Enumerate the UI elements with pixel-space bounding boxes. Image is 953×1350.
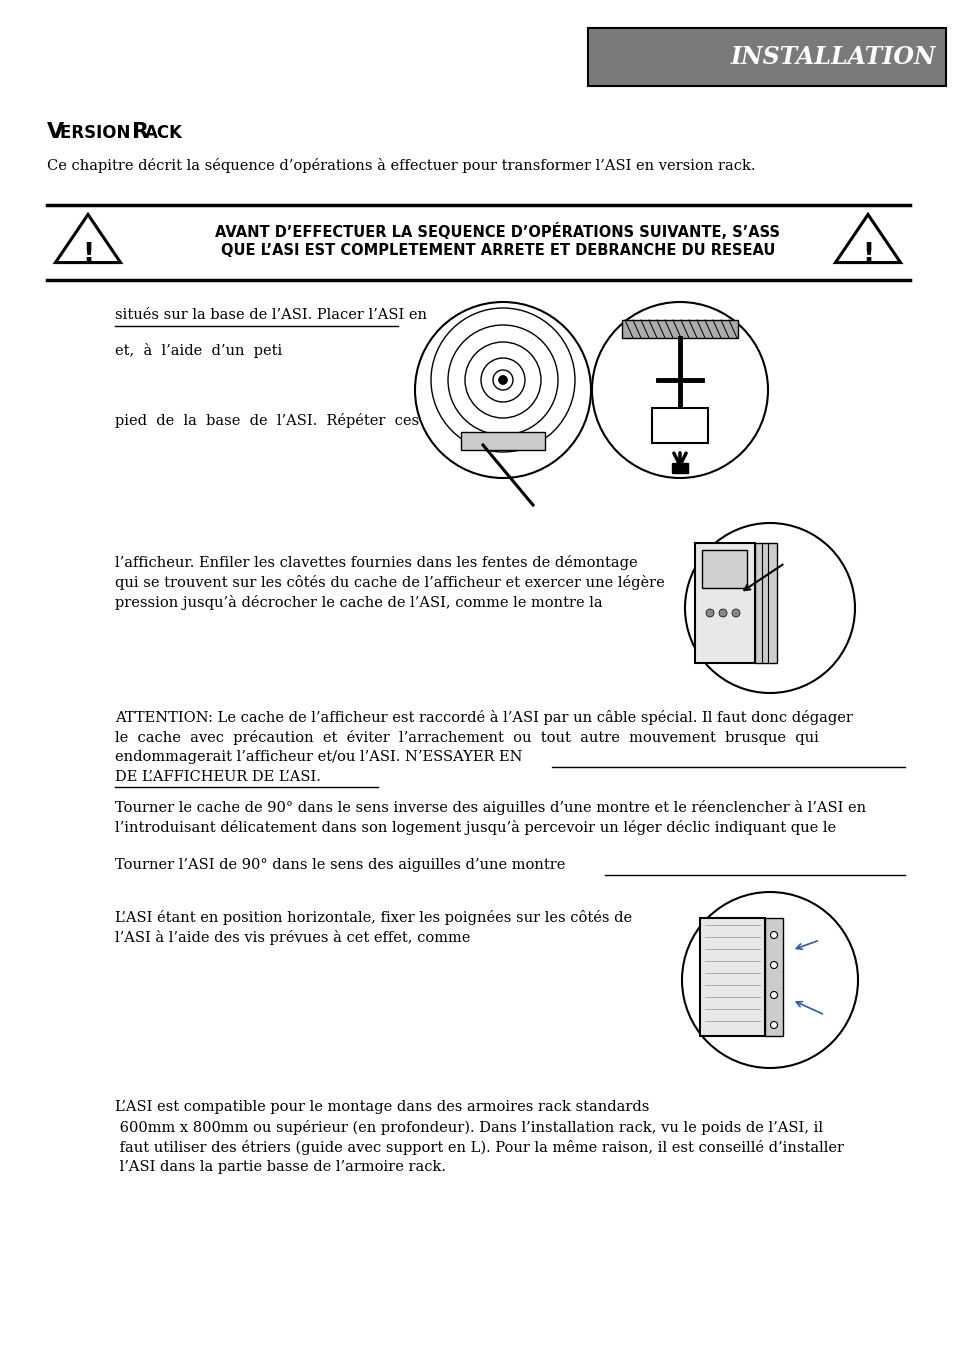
- Text: pied  de  la  base  de  l’ASI.  Répéter  ces: pied de la base de l’ASI. Répéter ces: [115, 413, 418, 428]
- Text: ERSION: ERSION: [60, 124, 136, 142]
- Circle shape: [770, 991, 777, 999]
- Bar: [754, 543, 776, 663]
- Text: V: V: [47, 122, 64, 142]
- Bar: [587, 28, 945, 86]
- Circle shape: [731, 609, 740, 617]
- Text: Tourner l’ASI de 90° dans le sens des aiguilles d’une montre: Tourner l’ASI de 90° dans le sens des ai…: [115, 859, 565, 872]
- Text: L’ASI étant en position horizontale, fixer les poignées sur les côtés de: L’ASI étant en position horizontale, fix…: [115, 910, 632, 925]
- Circle shape: [705, 609, 713, 617]
- Circle shape: [681, 892, 857, 1068]
- Text: DE L’AFFICHEUR DE L’ASI.: DE L’AFFICHEUR DE L’ASI.: [115, 769, 320, 784]
- Circle shape: [592, 302, 767, 478]
- Text: l’ASI à l’aide des vis prévues à cet effet, comme: l’ASI à l’aide des vis prévues à cet eff…: [115, 930, 470, 945]
- Circle shape: [684, 522, 854, 693]
- Bar: [701, 549, 746, 589]
- Circle shape: [498, 377, 506, 383]
- Text: situés sur la base de l’ASI. Placer l’ASI en: situés sur la base de l’ASI. Placer l’AS…: [115, 308, 427, 323]
- Bar: [621, 320, 738, 338]
- Circle shape: [415, 302, 590, 478]
- Text: Ce chapitre décrit la séquence d’opérations à effectuer pour transformer l’ASI e: Ce chapitre décrit la séquence d’opérati…: [47, 158, 755, 173]
- Text: L’ASI est compatible pour le montage dans des armoires rack standards: L’ASI est compatible pour le montage dan…: [115, 1100, 649, 1114]
- Bar: [700, 918, 764, 1035]
- Text: l’ASI dans la partie basse de l’armoire rack.: l’ASI dans la partie basse de l’armoire …: [115, 1160, 446, 1174]
- Text: INSTALLATION: INSTALLATION: [730, 45, 935, 69]
- Text: faut utiliser des étriers (guide avec support en L). Pour la même raison, il est: faut utiliser des étriers (guide avec su…: [115, 1139, 843, 1156]
- Text: QUE L’ASI EST COMPLETEMENT ARRETE ET DEBRANCHE DU RESEAU: QUE L’ASI EST COMPLETEMENT ARRETE ET DEB…: [220, 243, 775, 258]
- Text: !: !: [82, 243, 94, 269]
- Polygon shape: [835, 215, 900, 262]
- Text: qui se trouvent sur les côtés du cache de l’afficheur et exercer une légère: qui se trouvent sur les côtés du cache d…: [115, 575, 664, 590]
- Text: ACK: ACK: [145, 124, 183, 142]
- Bar: [764, 918, 782, 1035]
- Polygon shape: [55, 215, 120, 262]
- Text: l’introduisant délicatement dans son logement jusqu’à percevoir un léger déclic : l’introduisant délicatement dans son log…: [115, 819, 835, 836]
- Bar: [671, 463, 687, 472]
- Text: l’afficheur. Enfiler les clavettes fournies dans les fentes de démontage: l’afficheur. Enfiler les clavettes fourn…: [115, 555, 637, 570]
- Bar: [460, 432, 544, 450]
- Text: et,  à  l’aide  d’un  peti: et, à l’aide d’un peti: [115, 343, 282, 358]
- Text: ATTENTION: Le cache de l’afficheur est raccordé à l’ASI par un câble spécial. Il: ATTENTION: Le cache de l’afficheur est r…: [115, 710, 852, 725]
- Text: R: R: [132, 122, 149, 142]
- Circle shape: [770, 1022, 777, 1029]
- Text: endommagerait l’afficheur et/ou l’ASI. N’ESSAYER EN: endommagerait l’afficheur et/ou l’ASI. N…: [115, 751, 522, 764]
- Text: Tourner le cache de 90° dans le sens inverse des aiguilles d’une montre et le ré: Tourner le cache de 90° dans le sens inv…: [115, 801, 865, 815]
- Circle shape: [719, 609, 726, 617]
- Text: pression jusqu’à décrocher le cache de l’ASI, comme le montre la: pression jusqu’à décrocher le cache de l…: [115, 595, 602, 610]
- Text: !: !: [861, 243, 873, 269]
- Text: AVANT D’EFFECTUER LA SEQUENCE D’OPÉRATIONS SUIVANTE, S’ASS: AVANT D’EFFECTUER LA SEQUENCE D’OPÉRATIO…: [215, 223, 780, 240]
- Circle shape: [770, 931, 777, 938]
- Text: le  cache  avec  précaution  et  éviter  l’arrachement  ou  tout  autre  mouveme: le cache avec précaution et éviter l’arr…: [115, 730, 818, 745]
- Circle shape: [770, 961, 777, 968]
- Bar: [651, 408, 707, 443]
- Text: 600mm x 800mm ou supérieur (en profondeur). Dans l’installation rack, vu le poid: 600mm x 800mm ou supérieur (en profondeu…: [115, 1120, 822, 1135]
- Bar: [695, 543, 754, 663]
